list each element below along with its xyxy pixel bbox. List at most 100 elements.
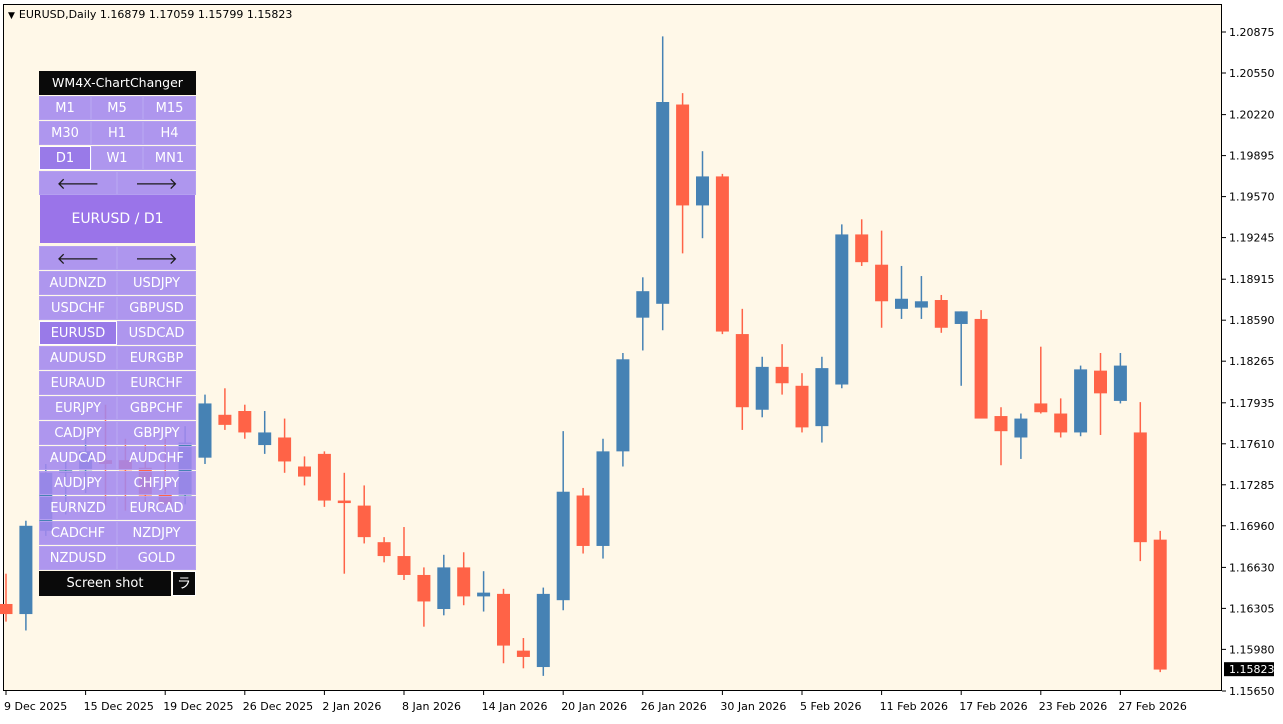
candle <box>1094 352 1107 435</box>
next-symbol-button[interactable]: 🡒 <box>117 246 196 270</box>
candle-body <box>795 385 809 428</box>
candle-body <box>1133 432 1147 543</box>
price-tick-label: 1.19245 <box>1229 232 1275 245</box>
symbol-button-audchf[interactable]: AUDCHF <box>117 446 196 470</box>
dropdown-triangle-icon: ▼ <box>8 11 15 21</box>
price-tick-label: 1.19570 <box>1229 191 1275 204</box>
candle-body <box>536 593 550 668</box>
symbol-button-usdchf[interactable]: USDCHF <box>39 296 117 320</box>
timeframe-button-m30[interactable]: M30 <box>39 121 91 145</box>
symbol-button-audcad[interactable]: AUDCAD <box>39 446 117 470</box>
candle-body <box>1074 369 1088 433</box>
candle-body <box>0 603 13 615</box>
candle-body <box>198 403 212 458</box>
timeframe-button-w1[interactable]: W1 <box>91 146 143 170</box>
prev-symbol-button[interactable]: 🡐 <box>39 246 117 270</box>
timeframe-button-m15[interactable]: M15 <box>143 96 196 120</box>
candle-body <box>994 416 1008 432</box>
price-tick-label: 1.20550 <box>1229 67 1275 80</box>
symbol-button-euraud[interactable]: EURAUD <box>39 371 117 395</box>
candle <box>1014 413 1028 459</box>
symbol-button-eurusd[interactable]: EURUSD <box>39 321 117 345</box>
price-tick-label: 1.15980 <box>1229 643 1275 656</box>
candle-body <box>417 574 431 602</box>
price-tick-label: 1.17285 <box>1229 479 1275 492</box>
candle <box>994 407 1008 466</box>
candle-body <box>696 176 709 206</box>
candle-body <box>676 104 690 206</box>
candle-body <box>298 466 311 477</box>
symbol-button-nzdjpy[interactable]: NZDJPY <box>117 521 196 545</box>
screenshot-options-icon[interactable]: ラ <box>172 571 196 596</box>
candle <box>696 151 709 239</box>
plot-area[interactable] <box>3 4 1222 691</box>
screenshot-button[interactable]: Screen shot <box>39 571 171 596</box>
timeframe-button-m1[interactable]: M1 <box>39 96 91 120</box>
symbol-button-gold[interactable]: GOLD <box>117 546 196 570</box>
candle <box>397 527 411 581</box>
symbol-button-eurchf[interactable]: EURCHF <box>117 371 196 395</box>
symbol-button-gbpusd[interactable]: GBPUSD <box>117 296 196 320</box>
symbol-button-eurcad[interactable]: EURCAD <box>117 496 196 520</box>
next-timeframe-button[interactable]: 🡒 <box>117 171 196 195</box>
timeframe-button-h4[interactable]: H4 <box>143 121 196 145</box>
panel-title: WM4X-ChartChanger <box>39 71 196 95</box>
price-tick-label: 1.18915 <box>1229 273 1275 286</box>
symbol-button-audusd[interactable]: AUDUSD <box>39 346 117 370</box>
candle-body <box>775 366 789 384</box>
candle <box>1133 402 1147 562</box>
candle <box>317 451 331 507</box>
time-tick-label: 11 Feb 2026 <box>880 700 948 713</box>
symbol-info: EURUSD,Daily 1.16879 1.17059 1.15799 1.1… <box>18 8 293 21</box>
prev-timeframe-button[interactable]: 🡐 <box>39 171 117 195</box>
candle <box>516 638 530 669</box>
time-tick-label: 26 Dec 2025 <box>243 700 313 713</box>
symbol-button-eurnzd[interactable]: EURNZD <box>39 496 117 520</box>
symbol-button-cadjpy[interactable]: CADJPY <box>39 421 117 445</box>
candle <box>417 567 431 627</box>
candle-body <box>497 593 510 646</box>
candle <box>895 265 908 319</box>
candle-body <box>616 359 630 452</box>
candle <box>1054 398 1068 438</box>
candle-body <box>934 300 948 328</box>
symbol-button-eurgbp[interactable]: EURGBP <box>117 346 196 370</box>
candle <box>238 404 252 439</box>
price-tick-label: 1.16305 <box>1229 602 1275 615</box>
timeframe-button-m5[interactable]: M5 <box>91 96 143 120</box>
current-price-marker <box>1224 662 1274 677</box>
symbol-button-gbpjpy[interactable]: GBPJPY <box>117 421 196 445</box>
timeframe-button-h1[interactable]: H1 <box>91 121 143 145</box>
candle <box>19 520 33 631</box>
candle-body <box>377 542 391 557</box>
price-tick-label: 1.16630 <box>1229 561 1275 574</box>
symbol-button-audnzd[interactable]: AUDNZD <box>39 271 117 295</box>
time-tick-label: 20 Jan 2026 <box>561 700 627 713</box>
candle <box>477 571 491 612</box>
price-tick-label: 1.20875 <box>1229 26 1275 39</box>
time-tick-label: 30 Jan 2026 <box>720 700 786 713</box>
price-tick-label: 1.17935 <box>1229 397 1275 410</box>
symbol-button-chfjpy[interactable]: CHFJPY <box>117 471 196 495</box>
symbol-button-cadchf[interactable]: CADCHF <box>39 521 117 545</box>
candle-body <box>556 491 570 601</box>
symbol-button-gbpchf[interactable]: GBPCHF <box>117 396 196 420</box>
candle-body <box>337 500 351 504</box>
candle-body <box>1054 413 1068 433</box>
candle <box>278 418 292 473</box>
symbol-button-usdjpy[interactable]: USDJPY <box>117 271 196 295</box>
candle-body <box>1034 403 1048 413</box>
candle-body <box>656 101 670 304</box>
symbol-button-nzdusd[interactable]: NZDUSD <box>39 546 117 570</box>
candle-body <box>1153 539 1167 670</box>
symbol-button-usdcad[interactable]: USDCAD <box>117 321 196 345</box>
candle-body <box>1094 370 1107 394</box>
symbol-button-audjpy[interactable]: AUDJPY <box>39 471 117 495</box>
time-tick-label: 15 Dec 2025 <box>84 700 154 713</box>
timeframe-button-d1[interactable]: D1 <box>39 146 91 170</box>
chart-changer-panel: WM4X-ChartChanger M1 M5 M15 M30 H1 H4 D1 W1 MN1 🡐 🡒… <box>39 71 196 596</box>
timeframe-button-mn1[interactable]: MN1 <box>143 146 196 170</box>
candle <box>1074 365 1088 437</box>
symbol-button-eurjpy[interactable]: EURJPY <box>39 396 117 420</box>
candle-body <box>516 650 530 657</box>
